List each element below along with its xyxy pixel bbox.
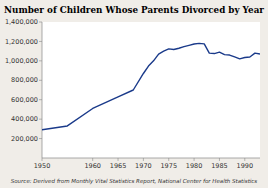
x-tick: [118, 158, 119, 161]
plot-area: [42, 22, 260, 158]
x-tick: [168, 158, 169, 161]
x-tick: [244, 158, 245, 161]
x-tick: [194, 158, 195, 161]
y-tick-label: 1,400,000: [5, 18, 38, 26]
y-tick: [39, 138, 42, 139]
x-tick-label: 1970: [135, 162, 152, 170]
y-tick-label: 1,200,000: [5, 38, 38, 46]
y-tick: [39, 80, 42, 81]
y-tick-label: 800,000: [11, 76, 38, 84]
x-tick-label: 1975: [160, 162, 177, 170]
x-axis: [42, 158, 260, 159]
x-tick: [92, 158, 93, 161]
data-line: [42, 43, 260, 129]
y-tick-label: 400,000: [11, 115, 38, 123]
source-note: Source: Derived from Monthly Vital Stati…: [11, 178, 258, 185]
x-tick: [219, 158, 220, 161]
x-tick: [42, 158, 43, 161]
y-tick-label: 200,000: [11, 135, 38, 143]
x-tick-label: 1980: [186, 162, 203, 170]
y-tick: [39, 60, 42, 61]
plot-marks: [42, 43, 260, 129]
x-tick-label: 1965: [110, 162, 127, 170]
y-tick: [39, 22, 42, 23]
x-tick-label: 1985: [211, 162, 228, 170]
x-tick-label: 1960: [84, 162, 101, 170]
x-tick: [143, 158, 144, 161]
background: [0, 0, 268, 188]
y-tick: [39, 119, 42, 120]
y-axis: [42, 22, 43, 158]
y-tick-label: 600,000: [11, 96, 38, 104]
y-tick: [39, 41, 42, 42]
y-tick-label: 1,000,000: [5, 57, 38, 65]
y-tick: [39, 99, 42, 100]
chart: Number of Children Whose Parents Divorce…: [0, 0, 268, 188]
x-tick-label: 1990: [237, 162, 254, 170]
x-tick-label: 1950: [34, 162, 51, 170]
title: Number of Children Whose Parents Divorce…: [4, 5, 264, 15]
